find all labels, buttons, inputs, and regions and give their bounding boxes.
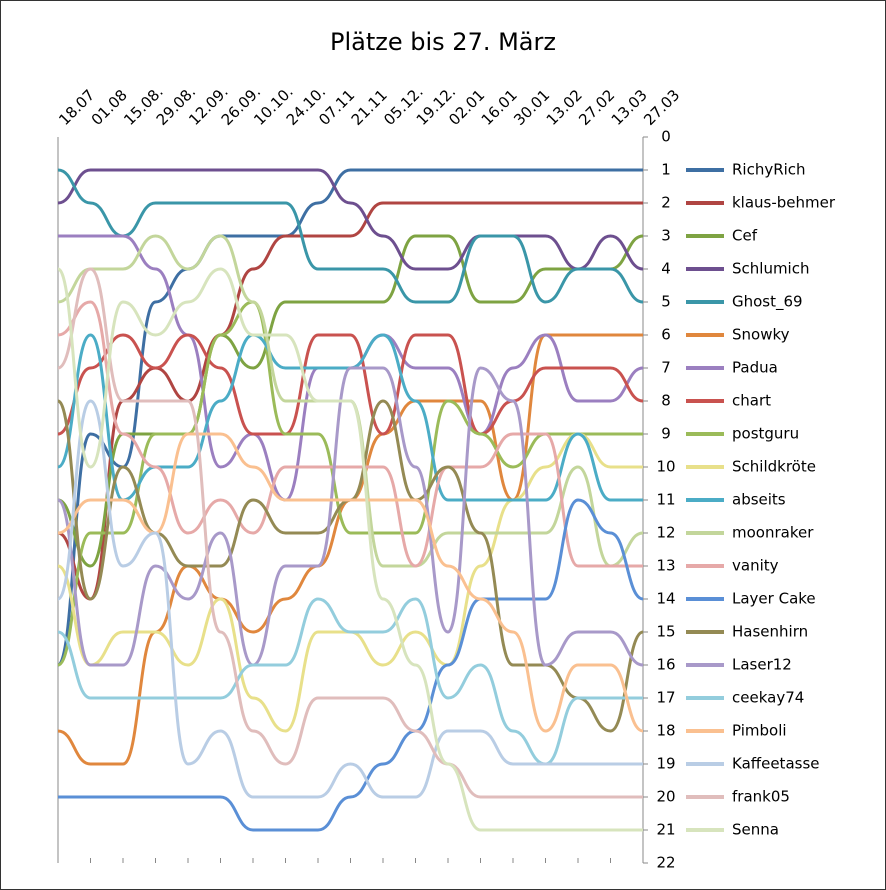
y-tick-label: 8	[661, 392, 671, 410]
legend-label: chart	[732, 392, 771, 410]
legend-label: Schildkröte	[732, 458, 816, 476]
y-tick-label: 22	[656, 854, 675, 872]
y-tick-label: 17	[656, 689, 675, 707]
series-line	[56, 168, 643, 667]
y-tick-label: 9	[661, 425, 671, 443]
y-tick-label: 0	[661, 128, 671, 146]
series-line	[57, 333, 643, 502]
legend-label: moonraker	[732, 524, 814, 542]
legend-label: Hasenhirn	[732, 623, 808, 641]
legend-label: Laser12	[732, 656, 792, 674]
y-tick-label: 20	[656, 788, 675, 806]
legend-label: Kaffeetasse	[732, 755, 820, 773]
series-line	[56, 399, 643, 799]
legend-label: Pimboli	[732, 722, 787, 740]
y-tick-label: 13	[656, 557, 675, 575]
series-line	[57, 168, 644, 271]
y-tick-label: 14	[656, 590, 675, 608]
legend-label: Layer Cake	[732, 590, 816, 608]
y-tick-label: 3	[661, 227, 671, 245]
legend-label: vanity	[732, 557, 779, 575]
legend-label: postguru	[732, 425, 799, 443]
legend-label: Schlumich	[732, 260, 809, 278]
series-line	[57, 432, 643, 733]
y-tick-label: 4	[661, 260, 671, 278]
y-tick-label: 19	[656, 755, 675, 773]
legend-label: ceekay74	[732, 689, 804, 707]
series-line	[57, 300, 643, 568]
y-tick-label: 5	[661, 293, 671, 311]
legend-label: abseits	[732, 491, 786, 509]
series-line	[57, 267, 643, 799]
series-line	[57, 333, 644, 436]
chart-title: Plätze bis 27. März	[330, 28, 556, 56]
y-tick-label: 7	[661, 359, 671, 377]
legend-label: Senna	[732, 821, 779, 839]
y-tick-label: 16	[656, 656, 675, 674]
legend-label: klaus-behmer	[732, 194, 836, 212]
y-tick-label: 1	[661, 161, 671, 179]
series-line	[56, 267, 643, 832]
y-tick-label: 21	[656, 821, 675, 839]
y-tick-label: 18	[656, 722, 675, 740]
y-tick-label: 12	[656, 524, 675, 542]
legend-label: Padua	[732, 359, 778, 377]
y-tick-label: 11	[656, 491, 675, 509]
y-tick-label: 15	[656, 623, 675, 641]
legend-label: Cef	[732, 227, 758, 245]
legend-label: frank05	[732, 788, 790, 806]
series-line	[57, 366, 644, 667]
legend-label: Ghost_69	[732, 293, 803, 312]
y-tick-label: 2	[661, 194, 671, 212]
series-line	[57, 201, 643, 601]
y-tick-label: 6	[661, 326, 671, 344]
series-line	[57, 234, 644, 568]
legend-label: Snowky	[732, 326, 790, 344]
legend-label: RichyRich	[732, 161, 806, 179]
y-tick-label: 10	[656, 458, 675, 476]
series-line	[57, 168, 644, 304]
